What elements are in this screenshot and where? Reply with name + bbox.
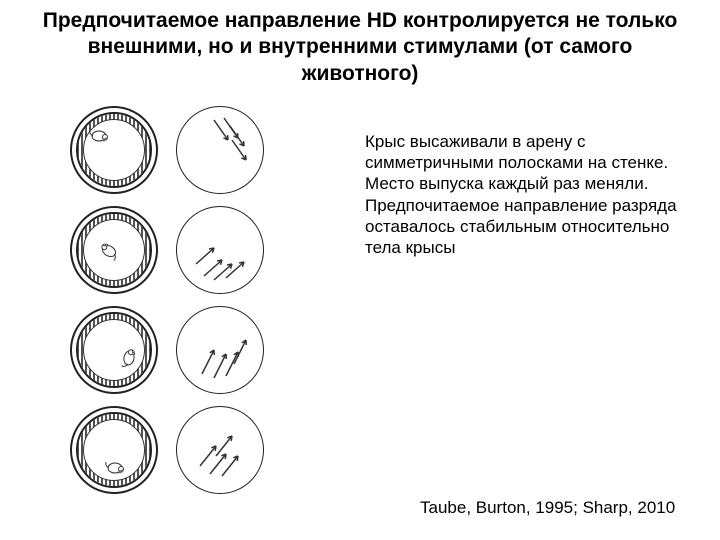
content-area: Крыс высаживали в арену с симметричными … [0,91,720,531]
direction-circle [176,206,264,294]
rat-icon [88,128,108,142]
arena-circle [70,106,158,194]
arena-circle [70,406,158,494]
title-text: Предпочитаемое направление HD контролиру… [43,9,678,85]
arrows-icon [176,406,264,494]
arrows-icon [176,306,264,394]
arrows-icon [176,206,264,294]
rat-icon [118,350,138,364]
diagram-row [70,206,264,294]
description-text: Крыс высаживали в арену с симметричными … [365,131,685,259]
direction-circle [176,106,264,194]
page-title: Предпочитаемое направление HD контролиру… [0,0,720,91]
diagram-row [70,306,264,394]
arena-circle [70,206,158,294]
arrows-icon [176,106,264,194]
direction-circle [176,306,264,394]
arena-circle [70,306,158,394]
diagram-grid [70,106,264,506]
diagram-row [70,406,264,494]
direction-circle [176,406,264,494]
diagram-row [70,106,264,194]
desc-body: Крыс высаживали в арену с симметричными … [365,132,677,257]
citation-body: Taube, Burton, 1995; Sharp, 2010 [420,498,675,517]
rat-icon [104,460,124,474]
citation-text: Taube, Burton, 1995; Sharp, 2010 [420,497,675,519]
rat-icon [98,243,118,257]
